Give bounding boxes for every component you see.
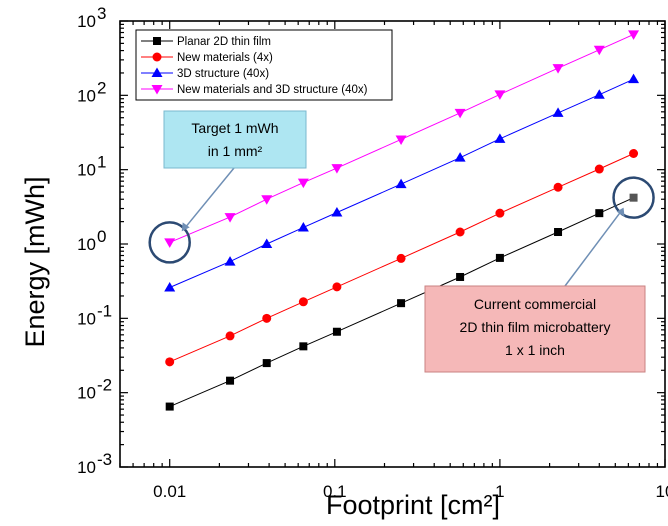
data-point (495, 253, 504, 262)
target-callout-line: Target 1 mWh (191, 120, 278, 136)
target-callout-box (163, 110, 307, 169)
y-tick-exponent: 3 (97, 4, 106, 23)
data-point (594, 164, 604, 174)
y-tick-exponent: 1 (97, 153, 106, 172)
x-tick-label: 0.01 (153, 482, 186, 501)
data-point (494, 133, 506, 143)
legend-label: 3D structure (40x) (177, 68, 269, 80)
data-point (225, 331, 235, 341)
commercial-callout-line: Current commercial (474, 296, 596, 312)
legend-marker (151, 85, 163, 95)
data-point (297, 178, 309, 189)
commercial-callout-line: 1 x 1 inch (505, 342, 565, 358)
y-tick-label: 10 (77, 86, 96, 105)
y-tick-label: 10 (77, 235, 96, 254)
data-point (299, 342, 308, 351)
legend-marker (151, 67, 163, 77)
data-point (454, 108, 466, 119)
data-point (261, 238, 273, 248)
data-point (261, 195, 273, 205)
data-point (395, 135, 407, 145)
data-point (332, 327, 341, 336)
data-point (595, 209, 604, 218)
data-point (494, 90, 506, 100)
callout-layer: Target 1 mWh in 1 mm² Current commercial 2D… (148, 110, 655, 373)
data-point (552, 64, 564, 74)
legend-marker (153, 37, 161, 45)
target-highlight-circle (148, 221, 191, 264)
x-tick-label: 1 (495, 482, 504, 501)
legend-box (135, 29, 393, 101)
y-tick-label: 10 (77, 309, 96, 328)
target-callout-line: in 1 mm² (208, 143, 263, 159)
data-point (396, 253, 406, 263)
data-point (224, 213, 236, 223)
data-point (456, 272, 465, 281)
data-point (298, 297, 308, 307)
x-tick-label: 0.1 (323, 482, 347, 501)
commercial-arrowhead (616, 207, 625, 217)
x-axis-title: Footprint [cm²] (326, 490, 500, 520)
data-point (165, 402, 174, 411)
commercial-callout-box (424, 285, 646, 373)
y-tick-label: 10 (77, 384, 96, 403)
commercial-callout-line: 2D thin film microbattery (460, 319, 611, 335)
data-point (628, 30, 640, 40)
y-tick-label: 10 (77, 161, 96, 180)
target-arrowhead (181, 222, 190, 232)
y-tick-exponent: -1 (97, 301, 112, 320)
y-tick-exponent: -3 (97, 450, 112, 469)
data-point (628, 73, 640, 84)
series-1 (165, 149, 639, 367)
data-point (224, 256, 236, 266)
legend-marker (152, 52, 162, 62)
data-point (164, 281, 176, 292)
data-point (455, 227, 465, 237)
y-tick-exponent: 0 (97, 227, 106, 246)
data-point (552, 107, 564, 117)
data-point (593, 45, 605, 56)
legend: Planar 2D thin film New materials (4x) 3D … (135, 29, 393, 101)
data-point (297, 221, 309, 232)
y-tick-exponent: -2 (97, 376, 112, 395)
data-point (262, 313, 272, 323)
data-point (495, 208, 505, 218)
data-point (164, 238, 176, 248)
legend-label: Planar 2D thin film (177, 36, 271, 48)
data-point (629, 149, 639, 159)
x-tick-label: 10 (656, 482, 668, 501)
y-tick-label: 10 (77, 12, 96, 31)
legend-label: New materials (4x) (177, 52, 273, 64)
data-point (331, 164, 343, 174)
data-point (395, 178, 407, 189)
data-point (554, 228, 563, 237)
data-point (165, 357, 175, 367)
commercial-arrow (564, 210, 623, 287)
data-point (332, 282, 342, 292)
data-point (226, 376, 235, 385)
data-point (262, 359, 271, 368)
legend-label: New materials and 3D structure (40x) (177, 84, 368, 96)
target-arrow (183, 167, 235, 230)
y-tick-label: 10 (77, 458, 96, 477)
data-point (629, 193, 638, 202)
data-point (553, 182, 563, 192)
data-point (331, 207, 343, 217)
series-2 (164, 73, 640, 292)
series-3 (164, 30, 640, 248)
y-axis-title: Energy [mWh] (20, 176, 50, 347)
commercial-highlight-circle (612, 176, 655, 219)
series-0 (165, 193, 638, 411)
data-point (593, 89, 605, 99)
data-point (397, 299, 406, 308)
data-point (454, 152, 466, 162)
series-layer (164, 30, 640, 411)
y-tick-exponent: 2 (97, 78, 106, 97)
